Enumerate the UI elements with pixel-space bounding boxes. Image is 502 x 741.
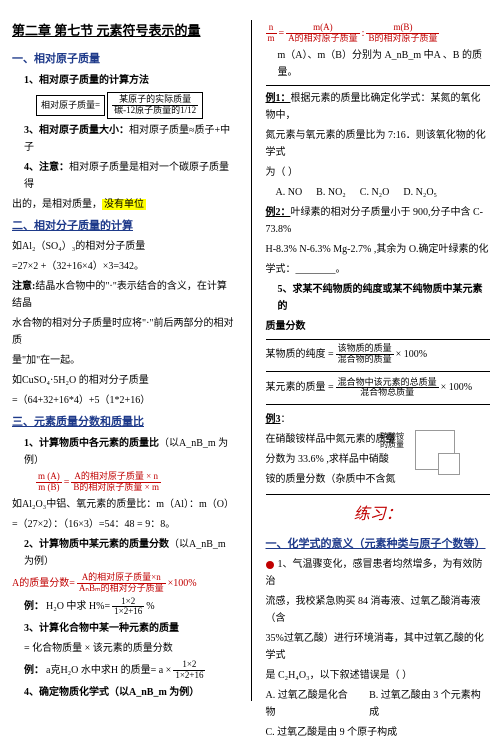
sec2-eg2: 如CuSO₄·5H₂O 的相对分子质量 (12, 372, 237, 389)
bullet-icon (266, 561, 274, 569)
sec3-item1: 1、计算物质中各元素的质量比（以A_nB_m 为例） (12, 435, 237, 469)
ex1: 例1：根据元素的质量比确定化学式：某氮的氧化物中， (266, 90, 491, 124)
sec3-eg3: 例： a克H₂O 水中求H 的质量= a × 1×2 1×2+16 (12, 660, 237, 681)
sec2-calc1: =27×2 +（32+16×4）×3=342。 (12, 258, 237, 275)
prac-opts: A. 过氧乙酸是化合物 B. 过氧乙酸由 3 个元素构成 (266, 687, 491, 721)
ex3-diagram: 硝酸铵 的质量 (400, 425, 470, 485)
hr2 (266, 339, 491, 340)
sec5: 5、求某不纯物质的纯度或某不纯物质中某元素的 (266, 281, 491, 315)
purity-formula: 某物质的纯度 = 该物质的质量 混合物的质量 × 100% (266, 344, 491, 365)
box-lhs: 相对原子质量= (36, 95, 105, 116)
right-column: n m = m(A) A的相对原子质量 : m(B) B的相对原子质量 m（A）… (266, 20, 491, 701)
sec2-note-l3: 量"加"在一起。 (12, 352, 237, 369)
box-frac: 某原子的实际质量 碳-12原子质量的1/12 (107, 92, 203, 119)
sec3-calc: =（27×2）：（16×3）=54：48 = 9：8。 (12, 516, 237, 533)
sec1-item4: 4、注意：相对原子质量是相对一个碳原子质量得 (12, 159, 237, 193)
sec3-mf-formula: A的质量分数= A的相对原子质量×n AₙBₘ的相对分子质量 ×100% (12, 573, 237, 594)
prac-opt-b: B. 过氧乙酸由 3 个元素构成 (369, 687, 490, 721)
sec3-eg2: 例： H₂O 中求 H%= 1×2 1×2+16 % (12, 597, 237, 618)
opt-a: A. NO (276, 184, 303, 201)
prac-sec1: 一、化学式的意义（元素种类与原子个数等） (266, 535, 491, 554)
ex3-block: 在硝酸铵样品中氮元素的质量 分数为 33.6% ,求样品中硝酸 铵的质量分数（杂… (266, 431, 491, 488)
opt-b: B. NO₂ (316, 184, 346, 201)
practice-title: 练习： (266, 501, 491, 528)
diagram-small-box (438, 453, 460, 475)
sec5b: 质量分数 (266, 318, 491, 335)
ex1-l2: 氮元素与氧元素的质量比为 7:16．则该氧化物的化学式 (266, 127, 491, 161)
ex1-l3: 为（ ） (266, 164, 491, 181)
page-title: 第二章 第七节 元素符号表示的量 (12, 20, 237, 42)
diagram-label: 硝酸铵 的质量 (380, 433, 404, 449)
ex2-l2: H-8.3% N-6.3% Mg-2.7% ,其余为 O.确定叶绿素的化 (266, 241, 491, 258)
top-formula: n m = m(A) A的相对原子质量 : m(B) B的相对原子质量 (266, 23, 491, 44)
top-note: m（A）、m（B）分别为 A_nB_m 中A 、B 的质量。 (266, 47, 491, 81)
sec1-item1: 1、相对原子质量的计算方法 (12, 72, 237, 89)
prac-p1: 1、气温骤变化，感冒患者均然增多，为有效防治 (266, 556, 491, 590)
left-column: 第二章 第七节 元素符号表示的量 一、相对原子质量 1、相对原子质量的计算方法 … (12, 20, 237, 701)
sec3-title: 三、元素质量分数和质量比 (12, 413, 237, 432)
ex1-options: A. NO B. NO₂ C. N₂O D. N₂O₅ (276, 184, 491, 201)
column-divider (251, 20, 252, 701)
hr5 (266, 494, 491, 495)
opt-c: C. N₂O (360, 184, 390, 201)
sec1-title: 一、相对原子质量 (12, 50, 237, 69)
sec3-item3: 3、计算化合物中某一种元素的质量 (12, 620, 237, 637)
sec2-note-l2: 水合物的相对分子质量时应将"·"前后两部分的相对质 (12, 315, 237, 349)
sec1-item4-line2: 出的，是相对质量，没有单位 (12, 196, 237, 213)
sec2-eg1: 如Al₂（SO₄）₃的相对分子质量 (12, 238, 237, 255)
prac-opt-c: C. 过氧乙酸是由 9 个原子构成 (266, 724, 491, 741)
hr (266, 85, 491, 86)
sec1-formula-box: 相对原子质量= 某原子的实际质量 碳-12原子质量的1/12 (12, 92, 237, 119)
prac-p2: 流感，我校紧急购买 84 消毒液、过氧乙酸消毒液（含 (266, 593, 491, 627)
prac-p3: 35%过氧乙酸）进行环境消毒，其中过氧乙酸的化学式 (266, 630, 491, 664)
sec1-item3: 3、相对原子质量大小：相对原子质量≈质子+中子 (12, 122, 237, 156)
highlight-note: 没有单位 (102, 199, 146, 210)
hr3 (266, 371, 491, 372)
sec2-note: 注意:结晶水合物中的"·"表示结合的含义，在计算结晶 (12, 278, 237, 312)
sec2-calc2: =（64+32+16*4）+5（1*2+16） (12, 392, 237, 409)
ex2-l3: 学式：________。 (266, 261, 491, 278)
hr4 (266, 404, 491, 405)
sec3-item3-line: = 化合物质量 × 该元素的质量分数 (12, 640, 237, 657)
opt-d: D. N₂O₅ (403, 184, 437, 201)
sec3-item2: 2、计算物质中某元素的质量分数（以A_nB_m 为例） (12, 536, 237, 570)
sec3-item4: 4、确定物质化学式（以A_nB_m 为例） (12, 684, 237, 701)
sec3-eg: 如Al₂O₃中铝、氧元素的质量比：m（Al）：m（O） (12, 496, 237, 513)
sec3-ratio-formula: m (A) m (B) = A的相对原子质量 × n B的相对原子质量 × m (12, 472, 237, 493)
prac-p4: 是 C₂H₄O₃，以下叙述错误是（ ） (266, 667, 491, 684)
sec2-title: 二、相对分子质量的计算 (12, 217, 237, 236)
elem-formula: 某元素的质量 = 混合物中该元素的总质量 混合物总质量 × 100% (266, 378, 491, 399)
ex2: 例2：叶绿素的相对分子质量小于 900,分子中含 C-73.8% (266, 204, 491, 238)
prac-opt-a: A. 过氧乙酸是化合物 (266, 687, 358, 721)
